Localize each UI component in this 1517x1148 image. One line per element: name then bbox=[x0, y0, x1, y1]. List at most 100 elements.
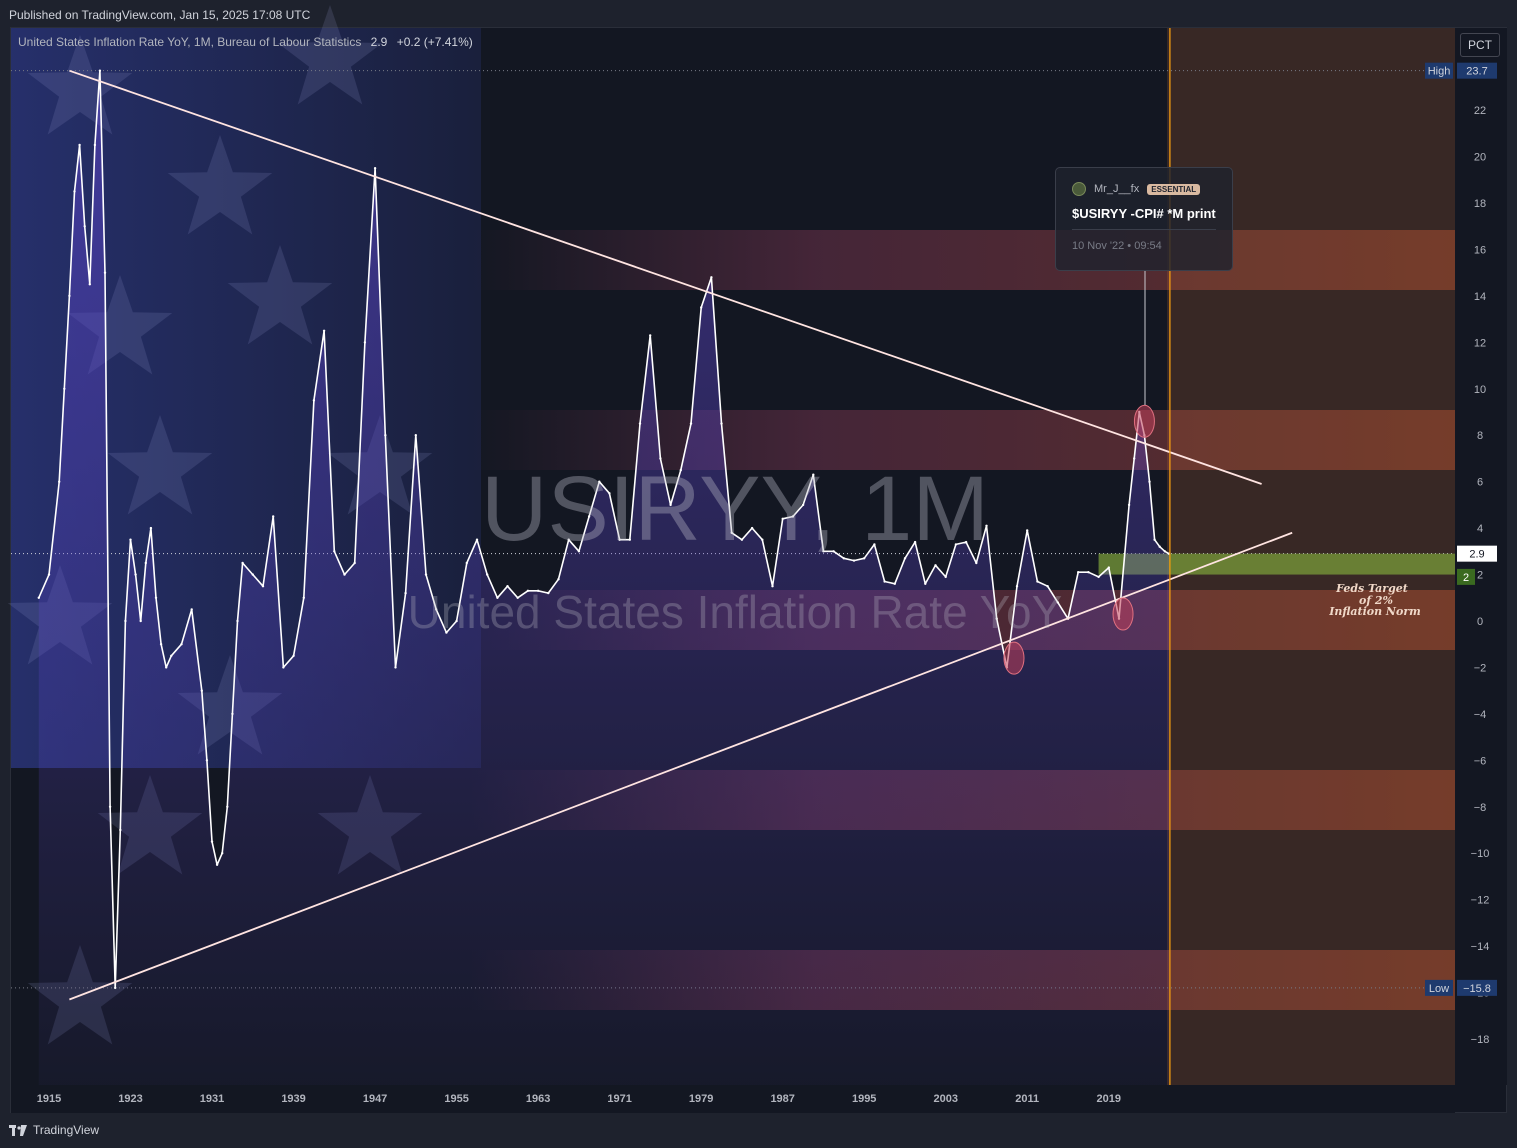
flag-stripe bbox=[470, 410, 1455, 470]
data-point bbox=[1046, 585, 1049, 588]
data-point bbox=[913, 540, 917, 544]
x-tick-label: 1915 bbox=[37, 1093, 61, 1105]
unit-button[interactable]: PCT bbox=[1460, 33, 1500, 57]
data-point bbox=[292, 654, 295, 657]
data-point bbox=[750, 526, 754, 530]
data-point bbox=[1026, 529, 1029, 532]
data-point bbox=[771, 585, 774, 588]
idea-timestamp: 10 Nov '22 • 09:54 bbox=[1072, 240, 1162, 252]
drawings-layer[interactable] bbox=[69, 28, 1293, 1085]
data-point bbox=[975, 561, 978, 565]
data-point bbox=[414, 434, 417, 437]
y-tick-label: −8 bbox=[1474, 802, 1487, 814]
legend-change: +0.2 (+7.41%) bbox=[396, 35, 473, 49]
y-tick-label: −4 bbox=[1474, 709, 1487, 721]
axes: 2220181614121086420−2−4−6−8−10−12−14−16−… bbox=[11, 28, 1507, 1113]
y-tick-label: 16 bbox=[1474, 244, 1486, 256]
y-tick-label: 12 bbox=[1474, 337, 1486, 349]
x-tick-label: 1987 bbox=[770, 1093, 794, 1105]
data-point bbox=[812, 473, 815, 476]
trend-line-upper[interactable] bbox=[69, 69, 1262, 485]
series-legend[interactable]: United States Inflation Rate YoY, 1M, Bu… bbox=[18, 35, 473, 49]
last-value-bg bbox=[1457, 545, 1497, 562]
data-point bbox=[363, 341, 367, 344]
data-point bbox=[801, 503, 805, 507]
data-point bbox=[129, 538, 132, 541]
data-point bbox=[659, 457, 662, 460]
idea-card[interactable]: Mr_J__fx ESSENTIAL $USIRYY -CPI# *M prin… bbox=[1055, 167, 1233, 271]
data-point bbox=[638, 422, 642, 425]
data-point bbox=[190, 608, 193, 611]
data-point bbox=[63, 387, 66, 390]
data-point bbox=[144, 561, 147, 565]
y-tick-label: 4 bbox=[1477, 523, 1483, 535]
data-point bbox=[954, 543, 958, 546]
tradingview-logo[interactable]: TradingView bbox=[9, 1122, 99, 1138]
data-point bbox=[221, 852, 224, 855]
x-tick-label: 1955 bbox=[444, 1093, 468, 1105]
x-tick-label: 1995 bbox=[852, 1093, 876, 1105]
idea-author-row: Mr_J__fx ESSENTIAL bbox=[1072, 182, 1216, 196]
highlight-marker[interactable] bbox=[1112, 597, 1134, 631]
data-point bbox=[1127, 503, 1131, 507]
data-point bbox=[282, 666, 285, 669]
data-point bbox=[404, 591, 407, 595]
data-point bbox=[1015, 585, 1019, 588]
y-tick-label: 2 bbox=[1477, 570, 1483, 582]
data-point bbox=[322, 329, 326, 332]
time-scale bbox=[11, 1085, 1455, 1113]
star-icon bbox=[107, 415, 213, 515]
data-point bbox=[93, 143, 97, 147]
idea-author[interactable]: Mr_J__fx bbox=[1094, 183, 1140, 195]
data-point bbox=[103, 271, 107, 274]
x-tick-label: 2019 bbox=[1097, 1093, 1121, 1105]
data-point bbox=[516, 596, 519, 599]
target-annotation: Feds Target of 2% Inflation Norm bbox=[1328, 582, 1421, 618]
data-point bbox=[124, 619, 127, 623]
data-point bbox=[445, 631, 448, 634]
data-point bbox=[170, 654, 173, 657]
data-point bbox=[394, 666, 397, 669]
tradingview-brand: TradingView bbox=[33, 1123, 100, 1137]
low-value-bg bbox=[1457, 979, 1497, 996]
data-point bbox=[114, 986, 117, 990]
y-tick-label: 18 bbox=[1474, 198, 1486, 210]
y-tick-label: 14 bbox=[1474, 291, 1486, 303]
idea-title[interactable]: $USIRYY -CPI# *M print bbox=[1072, 206, 1216, 221]
published-label: Published on TradingView.com, Jan 15, 20… bbox=[9, 8, 311, 22]
highlight-marker[interactable] bbox=[1003, 641, 1025, 675]
data-point bbox=[924, 582, 927, 585]
data-point bbox=[669, 503, 672, 507]
data-point bbox=[547, 591, 550, 595]
data-point bbox=[73, 190, 76, 193]
star-icon bbox=[277, 5, 383, 105]
watermark-name: United States Inflation Rate YoY bbox=[408, 586, 1063, 638]
target-tag-bg bbox=[1457, 568, 1475, 585]
data-point bbox=[557, 578, 560, 581]
y-tick-label: −10 bbox=[1471, 848, 1490, 860]
star-icon bbox=[167, 135, 273, 235]
data-point bbox=[119, 828, 122, 832]
annotation-line-3: Inflation Norm bbox=[1328, 605, 1421, 618]
data-point bbox=[934, 564, 937, 567]
data-point bbox=[226, 805, 229, 808]
y-tick-label: 6 bbox=[1477, 477, 1483, 489]
trend-line-lower[interactable] bbox=[69, 531, 1293, 1001]
data-point bbox=[1163, 550, 1167, 553]
watermark-symbol: USIRYY, 1M bbox=[481, 458, 989, 560]
data-point bbox=[649, 334, 652, 337]
data-point bbox=[506, 585, 509, 588]
data-point bbox=[353, 561, 356, 565]
y-tick-label: −12 bbox=[1471, 895, 1490, 907]
data-point bbox=[159, 643, 163, 646]
data-point bbox=[1158, 545, 1161, 548]
data-point bbox=[134, 573, 137, 576]
target-tag: 2 bbox=[1463, 572, 1469, 584]
avatar bbox=[1072, 182, 1086, 196]
data-point bbox=[873, 543, 876, 546]
low-label-bg bbox=[1425, 979, 1453, 996]
highlight-marker[interactable] bbox=[1133, 404, 1155, 438]
data-point bbox=[1077, 571, 1080, 574]
data-point bbox=[852, 559, 856, 562]
